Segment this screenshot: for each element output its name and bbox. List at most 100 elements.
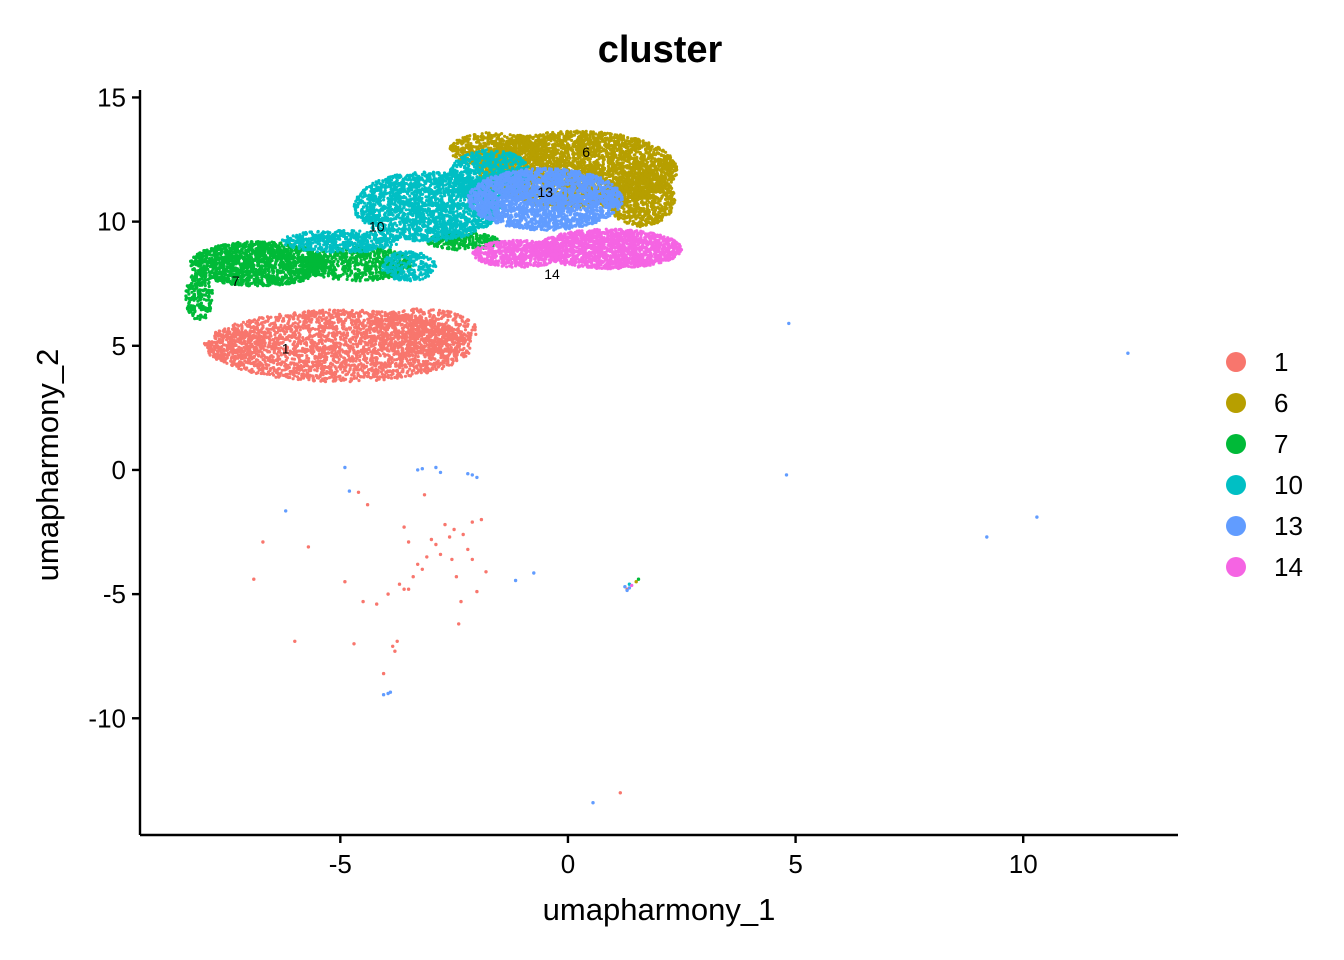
data-point (342, 312, 346, 317)
data-point (316, 356, 320, 360)
data-point (386, 373, 390, 377)
data-point (216, 346, 220, 350)
data-point (354, 339, 358, 343)
data-point (427, 334, 431, 338)
data-point (358, 358, 362, 363)
data-point (338, 330, 342, 334)
data-point (421, 359, 425, 364)
data-point (247, 348, 251, 352)
data-point (236, 353, 240, 357)
data-point (331, 334, 335, 338)
data-point (261, 352, 265, 357)
data-point (332, 373, 336, 377)
data-point (327, 338, 331, 342)
data-point (278, 357, 282, 361)
data-point (460, 352, 464, 356)
data-point (386, 353, 390, 357)
data-point (416, 355, 420, 359)
data-point (470, 557, 474, 562)
data-point (313, 314, 318, 318)
data-point (313, 368, 317, 372)
data-point (311, 361, 315, 365)
data-point (319, 348, 323, 352)
data-point (391, 644, 395, 648)
data-point (345, 358, 350, 362)
data-point (236, 340, 241, 344)
data-point (395, 639, 399, 643)
data-point (405, 315, 409, 319)
data-point (447, 310, 451, 314)
data-point (323, 344, 327, 348)
data-point (452, 527, 456, 532)
data-point (313, 363, 317, 367)
data-point (328, 367, 332, 371)
data-point (385, 335, 389, 339)
data-point (449, 335, 453, 339)
data-point (475, 589, 479, 594)
data-point (301, 326, 305, 330)
data-point (669, 180, 673, 184)
data-point (315, 317, 319, 321)
data-point (375, 313, 379, 317)
data-point (422, 311, 426, 315)
data-point (414, 336, 418, 341)
data-point (279, 323, 283, 327)
data-point (256, 341, 261, 345)
data-point (394, 369, 398, 373)
data-point (407, 317, 411, 321)
data-point (442, 364, 446, 368)
data-point (309, 368, 313, 373)
data-point (457, 622, 461, 626)
data-point (454, 346, 458, 350)
data-point (357, 314, 361, 318)
data-point (266, 345, 270, 349)
data-point (252, 318, 257, 322)
data-point (321, 377, 325, 381)
chart-title: cluster (598, 29, 723, 71)
data-point (269, 367, 273, 371)
data-point (367, 314, 372, 318)
data-point (388, 324, 392, 328)
data-point (544, 131, 549, 135)
data-point (319, 370, 324, 375)
data-point (274, 330, 278, 335)
data-point (422, 344, 426, 348)
data-point (371, 349, 375, 354)
data-point (367, 371, 371, 375)
data-point (400, 322, 404, 326)
data-point (442, 310, 446, 314)
data-point (439, 348, 443, 352)
data-point (289, 329, 293, 333)
data-point (225, 361, 229, 365)
data-point (272, 351, 276, 355)
data-point (340, 364, 344, 368)
data-point (384, 342, 388, 346)
data-point (290, 324, 294, 328)
data-point (274, 315, 278, 319)
data-point (384, 365, 388, 369)
data-point (397, 341, 402, 345)
data-point (219, 334, 223, 338)
data-point (426, 337, 430, 342)
data-point (355, 334, 359, 338)
data-point (215, 340, 219, 344)
data-point (324, 347, 328, 351)
data-point (303, 350, 307, 355)
data-point (374, 356, 379, 360)
data-point (277, 367, 281, 371)
data-point (312, 309, 316, 313)
data-point (470, 520, 474, 524)
data-point (397, 329, 401, 333)
data-point (343, 367, 347, 372)
data-point (291, 377, 295, 381)
data-point (296, 340, 300, 344)
data-point (456, 327, 460, 331)
data-point (348, 349, 352, 353)
data-point (403, 374, 408, 378)
data-point (432, 314, 436, 318)
data-point (285, 375, 289, 379)
data-point (248, 344, 252, 349)
data-point (313, 333, 317, 337)
data-point (257, 354, 261, 358)
